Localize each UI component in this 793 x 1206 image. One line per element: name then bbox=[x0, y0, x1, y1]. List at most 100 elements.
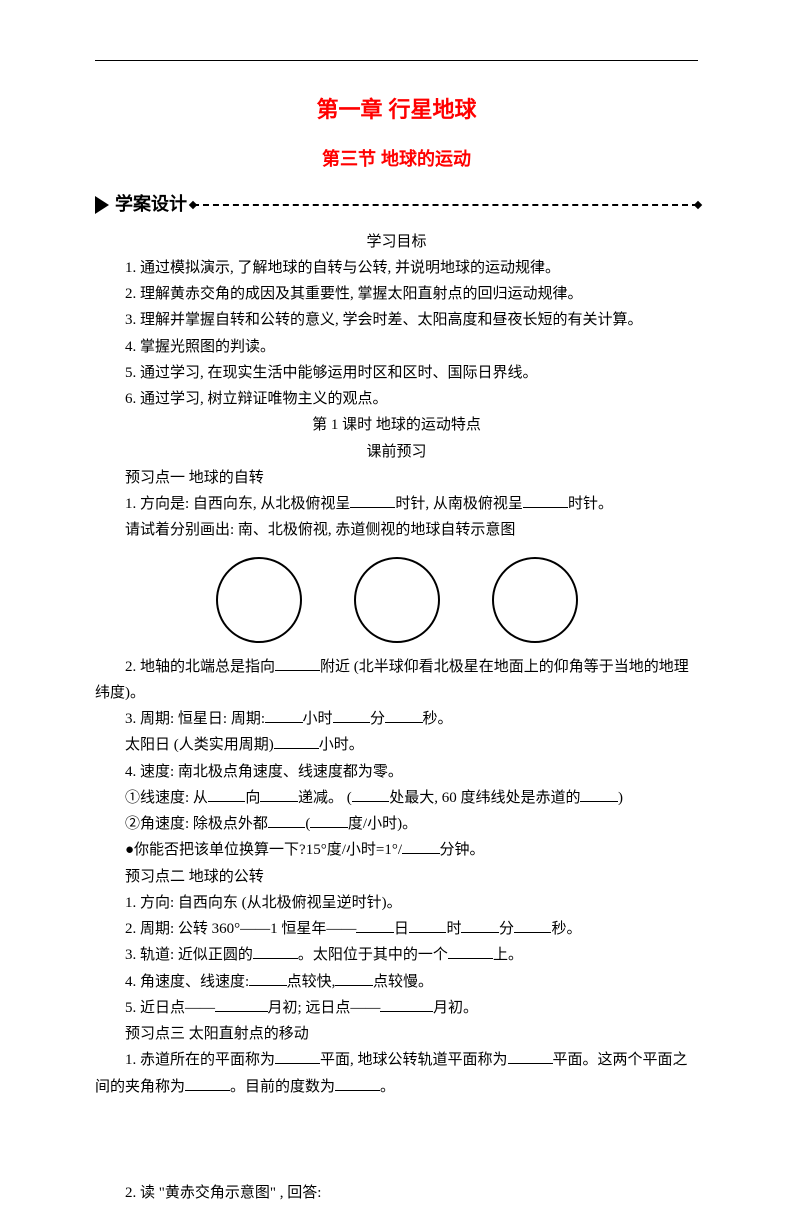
blank bbox=[268, 813, 306, 828]
text: 向 bbox=[245, 790, 260, 806]
text: 平面, 地球公转轨道平面称为 bbox=[320, 1052, 508, 1068]
text: 小时 bbox=[303, 711, 333, 727]
text: 分 bbox=[499, 921, 514, 937]
pt1-heading: 预习点一 地球的自转 bbox=[95, 465, 698, 491]
text: 秒。 bbox=[423, 711, 453, 727]
text: 月初; 远日点—— bbox=[268, 1000, 381, 1016]
blank bbox=[350, 493, 395, 508]
dashed-divider bbox=[193, 204, 698, 206]
text: 时 bbox=[446, 921, 461, 937]
goal-4: 4. 掌握光照图的判读。 bbox=[95, 334, 698, 360]
blank bbox=[274, 734, 319, 749]
text: ●你能否把该单位换算一下?15°度/小时=1°/ bbox=[125, 842, 402, 858]
text: ①线速度: 从 bbox=[125, 790, 208, 806]
goal-6: 6. 通过学习, 树立辩证唯物主义的观点。 bbox=[95, 386, 698, 412]
pt1-line7: ①线速度: 从 向 递减。 ( 处最大, 60 度纬线处是赤道的) bbox=[95, 785, 698, 811]
text: 2. 地轴的北端总是指向 bbox=[125, 659, 275, 675]
blank bbox=[402, 839, 440, 854]
text: 。 bbox=[380, 1079, 395, 1095]
pt2-line5: 5. 近日点—— 月初; 远日点—— 月初。 bbox=[95, 995, 698, 1021]
blank bbox=[514, 918, 552, 933]
blank bbox=[249, 971, 287, 986]
text: 4. 角速度、线速度: bbox=[125, 974, 249, 990]
pt1-line1: 1. 方向是: 自西向东, 从北极俯视呈 时针, 从南极俯视呈 时针。 bbox=[95, 491, 698, 517]
top-rule bbox=[95, 60, 698, 61]
text: 点较快, bbox=[287, 974, 336, 990]
blank bbox=[352, 787, 390, 802]
pt2-line4: 4. 角速度、线速度: 点较快, 点较慢。 bbox=[95, 969, 698, 995]
blank bbox=[356, 918, 394, 933]
circle-icon bbox=[353, 556, 441, 644]
text: 。目前的度数为 bbox=[230, 1079, 335, 1095]
goals-heading: 学习目标 bbox=[95, 229, 698, 255]
text: 小时。 bbox=[319, 737, 364, 753]
pt2-line2: 2. 周期: 公转 360°——1 恒星年—— 日 时 分 秒。 bbox=[95, 916, 698, 942]
blank bbox=[260, 787, 298, 802]
text: 5. 近日点—— bbox=[125, 1000, 215, 1016]
blank bbox=[335, 971, 373, 986]
blank bbox=[335, 1076, 380, 1091]
blank bbox=[580, 787, 618, 802]
blank bbox=[523, 493, 568, 508]
goal-2: 2. 理解黄赤交角的成因及其重要性, 掌握太阳直射点的回归运动规律。 bbox=[95, 281, 698, 307]
text: 2. 周期: 公转 360°——1 恒星年—— bbox=[125, 921, 356, 937]
text: 时针, 从南极俯视呈 bbox=[395, 496, 523, 512]
blank bbox=[253, 944, 298, 959]
text: 秒。 bbox=[551, 921, 581, 937]
text: 上。 bbox=[493, 947, 523, 963]
text: 。太阳位于其中的一个 bbox=[298, 947, 448, 963]
text: 月初。 bbox=[433, 1000, 478, 1016]
text: 3. 周期: 恒星日: 周期: bbox=[125, 711, 265, 727]
text: ) bbox=[618, 790, 623, 806]
blank bbox=[380, 997, 433, 1012]
text: 时针。 bbox=[568, 496, 613, 512]
blank bbox=[215, 997, 268, 1012]
section-title: 第三节 地球的运动 bbox=[95, 144, 698, 176]
spacer bbox=[95, 1100, 698, 1180]
chapter-title: 第一章 行星地球 bbox=[95, 91, 698, 130]
text: 3. 轨道: 近似正圆的 bbox=[125, 947, 253, 963]
pt2-line3: 3. 轨道: 近似正圆的 。太阳位于其中的一个 上。 bbox=[95, 942, 698, 968]
pt2-heading: 预习点二 地球的公转 bbox=[95, 864, 698, 890]
text: 日 bbox=[394, 921, 409, 937]
text: 太阳日 (人类实用周期) bbox=[125, 737, 274, 753]
text: 1. 方向是: 自西向东, 从北极俯视呈 bbox=[125, 496, 350, 512]
goal-1: 1. 通过模拟演示, 了解地球的自转与公转, 并说明地球的运动规律。 bbox=[95, 255, 698, 281]
pt1-line6: 4. 速度: 南北极点角速度、线速度都为零。 bbox=[95, 759, 698, 785]
pt3-line1: 1. 赤道所在的平面称为平面, 地球公转轨道平面称为平面。这两个平面之间的夹角称… bbox=[95, 1047, 698, 1100]
blank bbox=[275, 1049, 320, 1064]
text: 分 bbox=[370, 711, 385, 727]
blank bbox=[385, 708, 423, 723]
blank bbox=[461, 918, 499, 933]
pt1-line8: ②角速度: 除极点外都(度/小时)。 bbox=[95, 811, 698, 837]
preclass-label: 课前预习 bbox=[95, 439, 698, 465]
blank bbox=[448, 944, 493, 959]
triangle-icon bbox=[95, 196, 109, 214]
text: 1. 赤道所在的平面称为 bbox=[125, 1052, 275, 1068]
pt2-line1: 1. 方向: 自西向东 (从北极俯视呈逆时针)。 bbox=[95, 890, 698, 916]
design-label: 学案设计 bbox=[115, 189, 187, 221]
text: 点较慢。 bbox=[373, 974, 433, 990]
blank bbox=[185, 1076, 230, 1091]
pt1-line5: 太阳日 (人类实用周期) 小时。 bbox=[95, 732, 698, 758]
circle-icon bbox=[215, 556, 303, 644]
pt3-heading: 预习点三 太阳直射点的移动 bbox=[95, 1021, 698, 1047]
blank bbox=[265, 708, 303, 723]
pt1-line2: 请试着分别画出: 南、北极俯视, 赤道侧视的地球自转示意图 bbox=[95, 517, 698, 543]
text: ②角速度: 除极点外都 bbox=[125, 816, 268, 832]
pt1-line3: 2. 地轴的北端总是指向附近 (北半球仰看北极星在地面上的仰角等于当地的地理纬度… bbox=[95, 654, 698, 707]
pt1-line9: ●你能否把该单位换算一下?15°度/小时=1°/分钟。 bbox=[95, 837, 698, 863]
goal-3: 3. 理解并掌握自转和公转的意义, 学会时差、太阳高度和昼夜长短的有关计算。 bbox=[95, 307, 698, 333]
blank bbox=[208, 787, 246, 802]
lesson-label: 第 1 课时 地球的运动特点 bbox=[95, 412, 698, 438]
pt3-line2: 2. 读 "黄赤交角示意图" , 回答: bbox=[95, 1180, 698, 1206]
circle-icon bbox=[491, 556, 579, 644]
blank bbox=[275, 656, 320, 671]
blank bbox=[333, 708, 371, 723]
text: 递减。 ( bbox=[298, 790, 352, 806]
blank bbox=[310, 813, 348, 828]
text: 处最大, 60 度纬线处是赤道的 bbox=[389, 790, 580, 806]
blank bbox=[409, 918, 447, 933]
pt1-line4: 3. 周期: 恒星日: 周期: 小时 分 秒。 bbox=[95, 706, 698, 732]
goal-5: 5. 通过学习, 在现实生活中能够运用时区和区时、国际日界线。 bbox=[95, 360, 698, 386]
